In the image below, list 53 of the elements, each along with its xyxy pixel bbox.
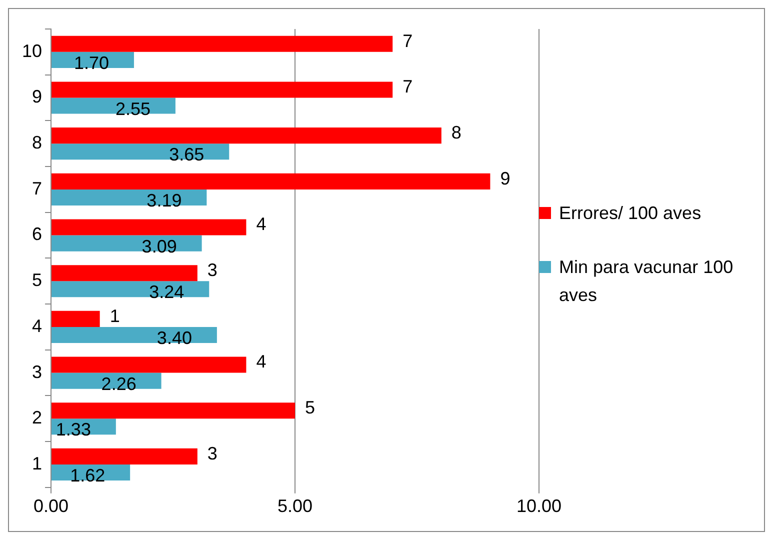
bar [52, 98, 176, 114]
bar [52, 144, 230, 160]
data-label: 8 [451, 122, 462, 143]
y-tick-label: 3 [32, 362, 42, 382]
data-label: 1.70 [74, 52, 110, 73]
data-label: 1.62 [70, 465, 106, 486]
bar [52, 189, 207, 206]
bar [52, 448, 198, 464]
y-tick-label: 8 [32, 132, 42, 153]
bar [52, 265, 198, 282]
data-label: 3 [207, 443, 218, 464]
bar [52, 36, 393, 52]
bar [52, 52, 134, 68]
bar [52, 356, 246, 373]
data-label: 3.40 [156, 328, 192, 348]
y-tick-label: 5 [32, 270, 42, 290]
y-tick-label: 9 [32, 86, 42, 107]
bar [52, 326, 217, 344]
data-label: 2.55 [115, 98, 151, 119]
bar [52, 281, 210, 298]
y-tick-label: 1 [32, 453, 42, 474]
y-tick-label: 7 [32, 178, 42, 198]
bar [52, 128, 442, 144]
data-label: 3.65 [169, 144, 204, 165]
data-label: 1 [110, 306, 120, 326]
data-label: 1.33 [56, 420, 91, 440]
bar [52, 310, 100, 327]
legend-label: Errores/ 100 aves [559, 202, 702, 225]
data-label: 2.26 [101, 374, 136, 394]
y-tick-label: 10 [22, 40, 42, 61]
x-tick-label: 5.00 [277, 496, 313, 516]
x-tick-label: 10.00 [516, 496, 562, 516]
data-label: 5 [305, 398, 316, 418]
bar [52, 173, 490, 190]
y-tick-label: 4 [32, 316, 42, 336]
data-label: 7 [402, 30, 413, 51]
data-label: 7 [402, 76, 413, 97]
bar [52, 235, 202, 252]
legend-label: Min para vacunar 100 aves [559, 256, 734, 307]
y-tick-label: 6 [32, 224, 42, 244]
data-label: 4 [256, 352, 266, 372]
bar [52, 402, 296, 419]
y-tick-label: 2 [32, 408, 42, 428]
bar [52, 372, 162, 389]
data-label: 3 [207, 260, 218, 280]
x-tick-label: 0.00 [34, 496, 69, 516]
data-label: 3.24 [149, 282, 184, 302]
bar [52, 219, 246, 236]
data-label: 9 [500, 168, 510, 188]
data-label: 3.19 [146, 190, 182, 210]
bar [52, 82, 393, 98]
data-label: 3.09 [142, 236, 177, 256]
data-label: 4 [256, 214, 266, 234]
